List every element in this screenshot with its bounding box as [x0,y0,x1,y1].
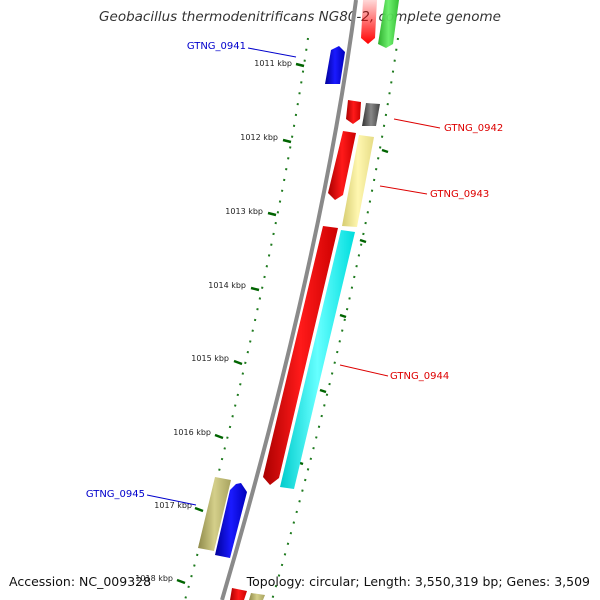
tick-1014 [250,286,260,292]
accession-text: Accession: NC_009328 [9,574,152,589]
tick-label: 1017 kbp [154,501,192,510]
gene-label-gtng-0944[interactable]: GTNG_0944 [390,371,449,382]
gene-features [198,0,399,600]
gene-bottom-olive [249,593,265,600]
gene-gtng-0942-gray [362,103,380,126]
gene-top-red [361,0,377,44]
gene-label-gtng-0942[interactable]: GTNG_0942 [444,123,503,134]
gene-label-gtng-0941[interactable]: GTNG_0941 [187,41,246,52]
leader-gtng-0941 [247,47,297,58]
inner-dotted-ring [271,37,399,600]
tick-marks [176,62,305,585]
gene-gtng-0945-blue [215,483,247,558]
gene-gtng-0943-khaki [342,135,374,227]
gene-label-gtng-0943[interactable]: GTNG_0943 [430,189,489,200]
gene-gtng-0945-olive [198,477,231,551]
inner-tick [381,148,389,154]
tick-label: 1012 kbp [240,133,278,142]
gene-labels: GTNG_0941 GTNG_0942 GTNG_0943 GTNG_0944 … [86,41,503,500]
tick-1013 [267,211,277,217]
tick-1018 [176,578,186,585]
inner-tick [359,238,367,244]
tick-label: 1011 kbp [254,59,292,68]
leader-gtng-0944 [339,364,389,377]
map-title: Geobacillus thermodenitrificans NG80-2, … [99,9,501,25]
leader-gtng-0942 [393,118,441,129]
topology-text: Topology: circular; Length: 3,550,319 bp… [246,574,590,589]
gene-bottom-red [230,588,247,600]
tick-label: 1015 kbp [191,354,229,363]
leader-gtng-0943 [379,185,428,195]
gene-gtng-0942-red [346,100,361,124]
gene-gtng-0944-cyan [280,230,355,489]
tick-label: 1013 kbp [225,207,263,216]
label-leaders [146,47,441,506]
tick-label: 1016 kbp [173,428,211,437]
tick-1011 [295,62,305,68]
gene-label-gtng-0945[interactable]: GTNG_0945 [86,489,145,500]
tick-labels: 1011 kbp 1012 kbp 1013 kbp 1014 kbp 1015… [135,59,292,583]
leader-gtng-0945 [146,494,197,506]
genome-backbone [220,0,358,600]
gene-gtng-0941 [325,46,345,84]
tick-1016 [214,433,224,440]
inner-tick [319,388,327,394]
tick-label: 1018 kbp [135,574,173,583]
gene-gtng-0944-red [263,226,338,485]
tick-1012 [282,138,292,144]
gene-gtng-0943-red [328,131,356,200]
inner-tick [339,313,347,319]
tick-1017 [194,506,204,513]
tick-1015 [233,359,243,366]
gene-top-green [378,0,399,48]
tick-label: 1014 kbp [208,281,246,290]
